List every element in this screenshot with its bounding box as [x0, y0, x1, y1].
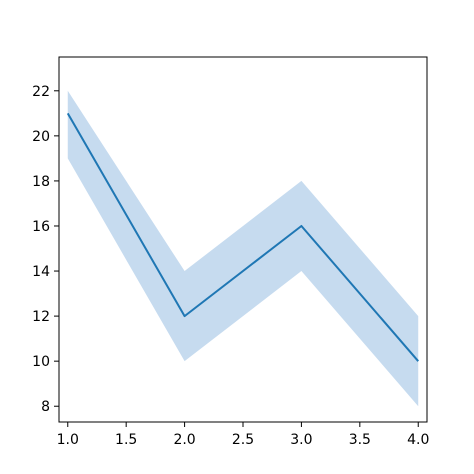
y-tick-label: 14 — [32, 264, 50, 280]
x-tick-label: 1.5 — [115, 432, 137, 448]
x-tick-label: 2.5 — [232, 432, 254, 448]
y-tick-label: 10 — [32, 354, 50, 370]
y-tick-label: 18 — [32, 174, 50, 190]
y-tick-label: 22 — [32, 84, 50, 100]
y-tick-label: 12 — [32, 309, 50, 325]
y-tick-label: 8 — [41, 399, 50, 415]
plot-area — [66, 90, 419, 407]
x-tick-label: 2.0 — [173, 432, 195, 448]
y-tick-label: 20 — [32, 129, 50, 145]
series-band — [67, 90, 419, 407]
x-tick-label: 3.5 — [349, 432, 371, 448]
x-tick-label: 4.0 — [407, 432, 429, 448]
series-line — [66, 112, 419, 362]
y-tick-label: 16 — [32, 219, 50, 235]
x-tick-label: 3.0 — [290, 432, 312, 448]
axes: 1.0 1.5 2.0 2.5 3.0 3.5 4.0 8 10 12 14 16 18 20 22 — [32, 56, 429, 448]
x-tick-label: 1.0 — [57, 432, 79, 448]
